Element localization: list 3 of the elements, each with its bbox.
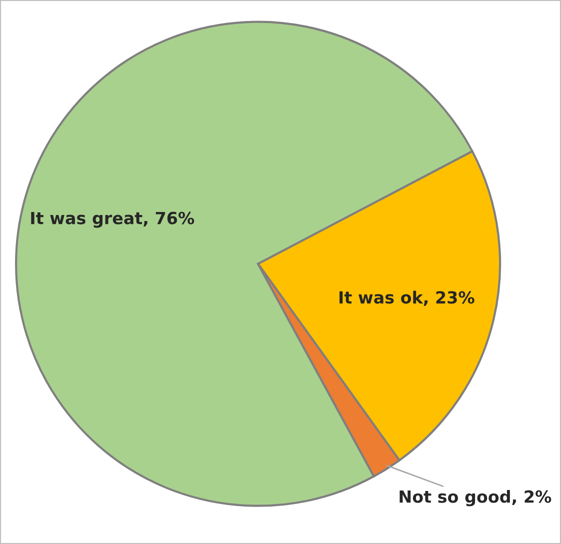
slice-label: It was great, 76% xyxy=(31,212,194,228)
slice-label: It was ok, 23% xyxy=(340,290,474,306)
slice-label: Not so good, 2% xyxy=(400,490,552,506)
